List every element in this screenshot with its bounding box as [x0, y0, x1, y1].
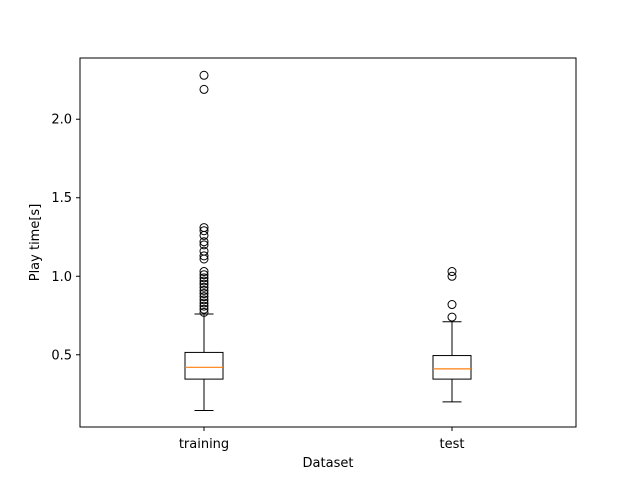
box-test — [432, 267, 472, 403]
outlier-point — [199, 285, 209, 295]
outlier-point — [199, 289, 209, 299]
y-tick-label: 2.0 — [51, 113, 72, 128]
outlier-point — [199, 295, 209, 305]
outlier-point — [199, 307, 209, 317]
outlier-point — [199, 267, 209, 277]
outlier-point — [199, 273, 209, 283]
outlier-point — [199, 270, 209, 280]
y-axis: 0.5 1.0 1.5 2.0 — [51, 113, 80, 363]
outlier-point — [199, 246, 209, 256]
outlier-point — [199, 226, 209, 236]
iqr-box — [432, 355, 472, 380]
x-axis: training test — [179, 427, 465, 452]
y-tick-label: 1.0 — [51, 270, 72, 285]
outlier-point — [199, 276, 209, 286]
outlier-point — [199, 279, 209, 289]
outlier-point — [199, 223, 209, 233]
y-axis-label: Play time[s] — [28, 204, 43, 282]
outlier-point — [447, 267, 457, 277]
x-axis-label: Dataset — [303, 456, 354, 471]
outlier-point — [199, 282, 209, 292]
outlier-point — [199, 84, 209, 94]
outlier-point — [447, 271, 457, 281]
y-tick-label: 0.5 — [51, 348, 72, 363]
outlier-point — [199, 292, 209, 302]
x-tick-label: training — [179, 437, 229, 452]
axes-frame — [79, 57, 577, 428]
outlier-point — [199, 70, 209, 80]
plot-area — [184, 70, 472, 412]
outlier-point — [447, 300, 457, 310]
y-tick-label: 1.5 — [51, 191, 72, 206]
outlier-point — [199, 301, 209, 311]
outlier-point — [199, 251, 209, 261]
x-tick-label: test — [440, 437, 465, 452]
outlier-point — [199, 298, 209, 308]
outlier-point — [199, 304, 209, 314]
outlier-point — [447, 312, 457, 322]
iqr-box — [184, 351, 224, 380]
outlier-point — [199, 237, 209, 247]
outlier-point — [199, 240, 209, 250]
box-training — [184, 70, 224, 412]
